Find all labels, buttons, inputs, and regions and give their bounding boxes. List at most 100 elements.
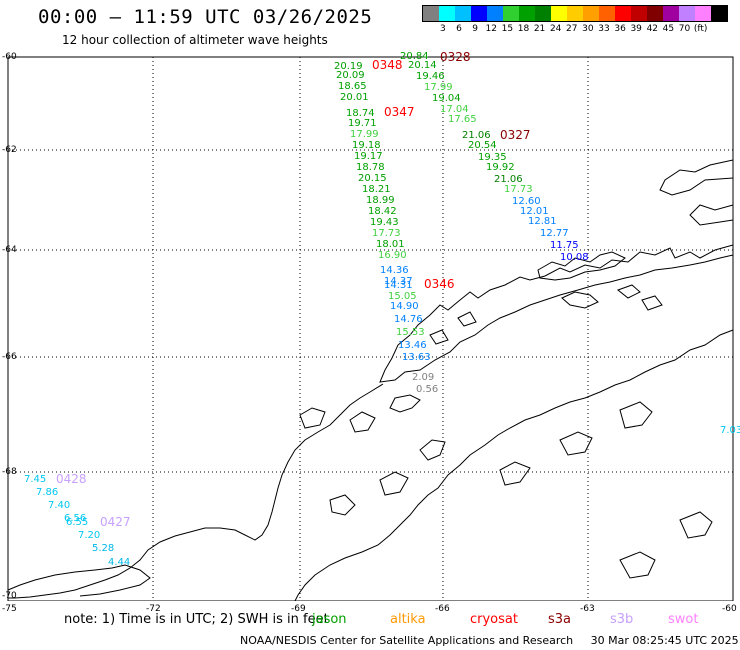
- legend-swatch: [663, 6, 679, 21]
- wave-height-value: 6.55: [66, 517, 89, 528]
- wave-height-value: 18.42: [368, 206, 397, 217]
- legend-swatch: [535, 6, 551, 21]
- wave-height-value: 17.73: [504, 184, 533, 195]
- wave-height-value: 20.19: [334, 61, 363, 72]
- wave-height-value: 16.90: [378, 250, 407, 261]
- wave-height-value: 15.53: [396, 327, 425, 338]
- lon-label: -63: [580, 604, 595, 614]
- wave-height-value: 7.86: [36, 487, 59, 498]
- lat-label: -60: [2, 52, 17, 62]
- legend-label: 39: [630, 24, 642, 34]
- legend-label: 27: [566, 24, 578, 34]
- wave-height-value: 21.06: [494, 174, 523, 185]
- wave-height-value: 17.99: [424, 82, 453, 93]
- map-frame: [7, 56, 734, 601]
- legend-swatch: [487, 6, 503, 21]
- wave-height-value: 13.46: [398, 340, 427, 351]
- lon-label: -72: [146, 604, 161, 614]
- lat-label: -64: [2, 245, 17, 255]
- legend-label: 33: [598, 24, 610, 34]
- wave-height-value: 20.84: [400, 51, 429, 62]
- legend-swatch: [599, 6, 615, 21]
- lat-label: -66: [2, 352, 17, 362]
- footer: NOAA/NESDIS Center for Satellite Applica…: [240, 634, 739, 647]
- legend-jason: jason: [312, 612, 347, 627]
- wave-height-value: 19.46: [416, 71, 445, 82]
- legend-swatch: [503, 6, 519, 21]
- legend-swatch: [615, 6, 631, 21]
- wave-height-value: 15.05: [388, 291, 417, 302]
- wave-height-value: 18.01: [376, 239, 405, 250]
- pass-time-label: 0327: [500, 128, 531, 142]
- pass-time-label: 0347: [384, 105, 415, 119]
- wave-height-value: 14.76: [394, 314, 423, 325]
- legend-swatch: [439, 6, 455, 21]
- legend-labels: 3 6 9 12 15 18 21 24 27 30 33 36 39 42 45 70 (ft): [422, 22, 728, 34]
- legend-swatch: [567, 6, 583, 21]
- pass-time-label: 0428: [56, 472, 87, 486]
- wave-height-value: 14.31: [384, 280, 413, 291]
- wave-height-value: 19.18: [352, 140, 381, 151]
- legend-s3b: s3b: [610, 612, 634, 627]
- legend-swatch: [695, 6, 711, 21]
- wave-height-value: 19.43: [370, 217, 399, 228]
- wave-height-value: 4.44: [108, 557, 131, 568]
- wave-height-value: 17.99: [350, 129, 379, 140]
- wave-height-value: 20.09: [336, 70, 365, 81]
- legend-label: 45: [662, 24, 675, 34]
- wave-height-value: 7.20: [78, 530, 101, 541]
- legend-color-bar: [422, 5, 728, 22]
- wave-height-value: 19.04: [432, 93, 461, 104]
- wave-height-value: 14.36: [380, 265, 409, 276]
- legend-label: 70: [678, 24, 691, 34]
- legend-swatch: [471, 6, 487, 21]
- wave-height-value: 20.54: [468, 140, 497, 151]
- wave-height-value: 19.71: [348, 118, 377, 129]
- map-subtitle: 12 hour collection of altimeter wave hei…: [62, 33, 328, 47]
- legend-cryosat: cryosat: [470, 612, 518, 627]
- wave-height-value: 7.03: [720, 425, 740, 436]
- legend-label: 9: [472, 24, 479, 34]
- legend-swatch: [583, 6, 599, 21]
- legend-swatch: [551, 6, 567, 21]
- graticule: [8, 57, 733, 601]
- color-legend: 3 6 9 12 15 18 21 24 27 30 33 36 39 42 45 70 (ft): [422, 5, 728, 34]
- wave-height-value: 21.06: [462, 130, 491, 141]
- legend-label: 30: [582, 24, 594, 34]
- legend-label: 15: [501, 24, 514, 34]
- wave-height-value: 6.56: [64, 513, 87, 524]
- legend-swatch: [519, 6, 535, 21]
- wave-height-value: 12.01: [520, 206, 549, 217]
- map-title: 00:00 — 11:59 UTC 03/26/2025: [38, 6, 373, 28]
- wave-height-value: 12.60: [512, 196, 541, 207]
- wave-height-value: 14.37: [384, 276, 413, 287]
- wave-height-value: 17.65: [448, 114, 477, 125]
- lon-label: -75: [2, 604, 17, 614]
- legend-label: (ft): [693, 24, 708, 34]
- legend-label: 18: [517, 24, 530, 34]
- wave-height-value: 10.08: [560, 252, 589, 263]
- legend-swot: swot: [668, 612, 699, 627]
- coastline: [7, 159, 734, 601]
- wave-height-value: 20.15: [358, 173, 387, 184]
- legend-altika: altika: [390, 612, 426, 627]
- wave-height-value: 7.45: [24, 474, 47, 485]
- lat-label: -70: [2, 591, 17, 601]
- wave-height-value: 14.90: [390, 301, 419, 312]
- wave-height-value: 19.92: [486, 162, 515, 173]
- pass-time-label: 0328: [440, 50, 471, 64]
- wave-height-value: 18.21: [362, 184, 391, 195]
- legend-swatch: [455, 6, 471, 21]
- wave-height-value: 5.28: [92, 543, 115, 554]
- wave-height-value: 11.75: [550, 240, 579, 251]
- wave-height-value: 7.40: [48, 500, 71, 511]
- wave-height-value: 20.14: [408, 60, 437, 71]
- lon-label: -60: [722, 604, 737, 614]
- wave-height-value: 2.09: [412, 372, 435, 383]
- wave-height-value: 18.78: [356, 162, 385, 173]
- wave-height-value: 18.74: [346, 108, 375, 119]
- legend-swatch: [631, 6, 647, 21]
- wave-height-value: 12.81: [528, 216, 557, 227]
- wave-height-value: 18.65: [338, 81, 367, 92]
- wave-height-value: 12.77: [540, 228, 569, 239]
